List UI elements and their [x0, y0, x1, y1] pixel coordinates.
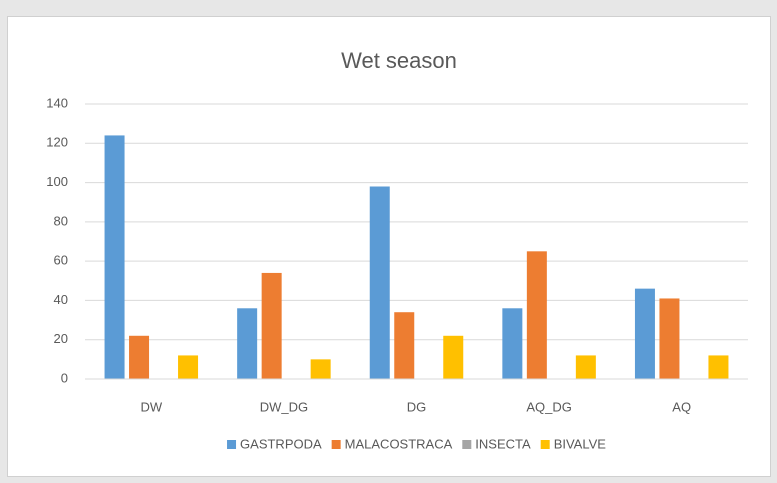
bar: [261, 272, 282, 379]
legend-swatch: [227, 440, 237, 449]
legend-label: INSECTA: [475, 436, 531, 451]
bar: [178, 355, 199, 379]
bar: [310, 359, 331, 379]
bar: [104, 135, 125, 379]
x-tick-label: DW: [140, 399, 162, 414]
x-tick-label: DW_DG: [260, 399, 308, 414]
x-tick-label: AQ_DG: [526, 399, 572, 414]
legend-label: BIVALVE: [554, 436, 607, 451]
y-tick-label: 0: [61, 370, 68, 385]
y-tick-label: 20: [54, 331, 68, 346]
legend-label: MALACOSTRACA: [345, 436, 453, 451]
legend-swatch: [540, 440, 550, 449]
y-tick-label: 60: [54, 253, 68, 268]
bar: [394, 312, 415, 379]
bar: [526, 251, 547, 379]
y-tick-label: 100: [46, 174, 68, 189]
bar: [708, 355, 729, 379]
bar: [443, 335, 464, 379]
y-tick-label: 80: [54, 213, 68, 228]
bar: [634, 288, 655, 379]
y-tick-label: 120: [46, 135, 68, 150]
x-tick-label: AQ: [672, 399, 691, 414]
y-tick-label: 140: [46, 95, 68, 110]
legend-swatch: [462, 440, 472, 449]
legend-swatch: [331, 440, 341, 449]
chart-title: Wet season: [341, 48, 457, 73]
x-tick-label: DG: [407, 399, 427, 414]
legend-label: GASTRPODA: [240, 436, 322, 451]
bar: [659, 298, 680, 379]
bar: [502, 308, 523, 379]
bar: [129, 335, 150, 379]
bar: [237, 308, 258, 379]
bar: [369, 186, 390, 379]
y-tick-label: 40: [54, 292, 68, 307]
bar: [575, 355, 596, 379]
